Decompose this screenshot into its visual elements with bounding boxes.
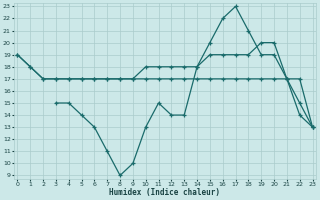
X-axis label: Humidex (Indice chaleur): Humidex (Indice chaleur) xyxy=(109,188,220,197)
